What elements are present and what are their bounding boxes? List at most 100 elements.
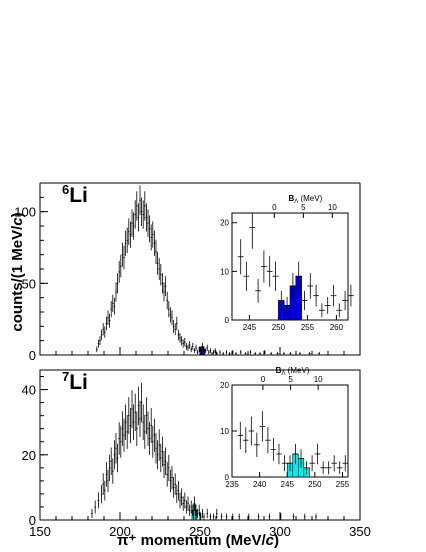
panel-7li: 0 20 40 150 200 250 300 350 0 10 20 235 240 245 250 255…	[22, 366, 371, 539]
y-tick-label: 40	[22, 383, 36, 398]
data-point	[134, 393, 136, 432]
inset-data-point	[272, 261, 279, 291]
data-point	[315, 513, 317, 520]
data-point	[161, 273, 164, 294]
data-point	[147, 411, 149, 446]
data-point	[171, 310, 173, 326]
inset-data-point	[284, 296, 290, 314]
data-point	[192, 342, 194, 350]
inset-data-point	[295, 261, 302, 291]
data-point	[190, 346, 192, 353]
data-point	[225, 513, 228, 520]
data-point	[102, 323, 104, 336]
data-point	[232, 350, 234, 355]
data-point	[216, 508, 218, 519]
inset-y-tick-label: 10	[220, 267, 229, 276]
data-point	[188, 504, 191, 516]
inset-data-point	[243, 427, 249, 454]
x-axis-title: π⁺ momentum (MeV/c)	[117, 532, 279, 549]
data-point	[193, 496, 196, 511]
data-point	[185, 342, 188, 350]
x-tick-label: 150	[29, 524, 51, 539]
data-point	[254, 352, 256, 355]
data-point	[148, 422, 151, 455]
data-point	[188, 341, 191, 349]
data-point	[225, 350, 228, 355]
data-point	[132, 212, 135, 240]
inset-data-point	[336, 303, 343, 318]
inset-data-point	[319, 303, 325, 318]
data-point	[97, 339, 100, 348]
data-point	[123, 418, 125, 452]
data-point	[164, 447, 167, 476]
data-point	[148, 215, 151, 243]
data-point	[136, 191, 138, 221]
data-point	[185, 500, 188, 514]
data-point	[163, 451, 165, 479]
data-point	[136, 411, 138, 446]
data-point	[222, 352, 224, 355]
data-point	[177, 329, 180, 341]
data-point	[124, 230, 127, 256]
data-point	[257, 513, 260, 520]
inset-data-point	[324, 296, 331, 314]
data-point	[94, 500, 96, 514]
data-point	[137, 386, 140, 426]
inset-data-point	[348, 284, 354, 307]
inset-data-point	[320, 461, 326, 475]
data-point	[158, 257, 160, 281]
data-point	[140, 383, 143, 423]
data-point	[209, 348, 212, 354]
data-point	[121, 242, 124, 267]
data-point	[238, 513, 240, 520]
data-point	[201, 508, 204, 519]
data-point	[176, 484, 178, 504]
data-point	[264, 350, 266, 355]
data-point	[155, 432, 157, 464]
data-point	[99, 336, 101, 346]
inset-data-point	[298, 449, 304, 468]
inset-x-tick-label: 250	[272, 323, 286, 332]
data-point	[176, 316, 178, 331]
data-point	[206, 508, 208, 519]
data-point	[145, 203, 148, 232]
data-point	[192, 504, 194, 516]
data-point	[150, 407, 152, 443]
data-point	[193, 348, 196, 354]
data-point	[219, 350, 221, 355]
inset-data-point	[287, 455, 293, 472]
data-point	[240, 350, 242, 355]
inset-data-point	[290, 273, 296, 299]
data-point	[292, 513, 295, 520]
inset-data-point	[292, 443, 299, 465]
data-point	[164, 276, 167, 297]
data-point	[299, 352, 301, 355]
panel-6li: 0 50 100 0 10 20 245 250 255 260 0 5 10 BΛ (MeV)	[14, 182, 361, 363]
data-point	[145, 397, 148, 435]
data-point	[160, 264, 162, 286]
data-point	[195, 344, 197, 352]
panel-7li-label: 7Li	[62, 369, 88, 394]
inset-data-point	[243, 261, 250, 291]
data-point	[174, 323, 176, 336]
inset-data-point	[313, 284, 319, 307]
data-point	[182, 496, 184, 511]
inset-data-point	[303, 461, 310, 475]
data-point	[155, 239, 157, 264]
data-point	[270, 352, 272, 355]
data-point	[208, 350, 210, 355]
inset-x-tick-label: 250	[308, 480, 322, 489]
data-point	[248, 513, 250, 520]
data-point	[110, 301, 112, 318]
inset-data-point	[331, 455, 337, 472]
data-point	[129, 407, 132, 443]
data-point	[276, 352, 279, 355]
data-point	[113, 297, 116, 315]
y-axis-title: counts/(1 MeV/c)	[9, 212, 26, 331]
y-tick-label: 50	[22, 276, 36, 291]
data-point	[142, 200, 144, 229]
inset-top-axis-title: BΛ (MeV)	[276, 366, 310, 377]
data-point	[174, 473, 176, 495]
inset-data-point	[336, 461, 343, 475]
